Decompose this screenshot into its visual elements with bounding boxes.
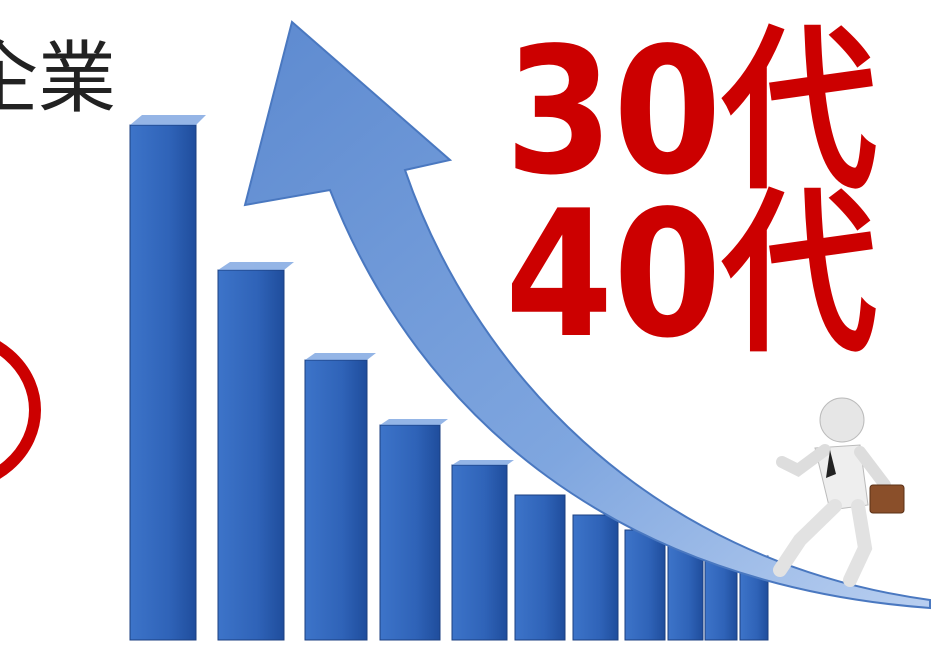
rising-arrow: [243, 20, 931, 610]
age-text: 30代: [505, 11, 877, 214]
businessman-figure: [773, 397, 905, 587]
bar-graphic: [129, 115, 769, 641]
highlight-circle: [0, 341, 41, 479]
age-text: 40代: [505, 174, 877, 377]
heading-text: 企業: [0, 34, 116, 124]
